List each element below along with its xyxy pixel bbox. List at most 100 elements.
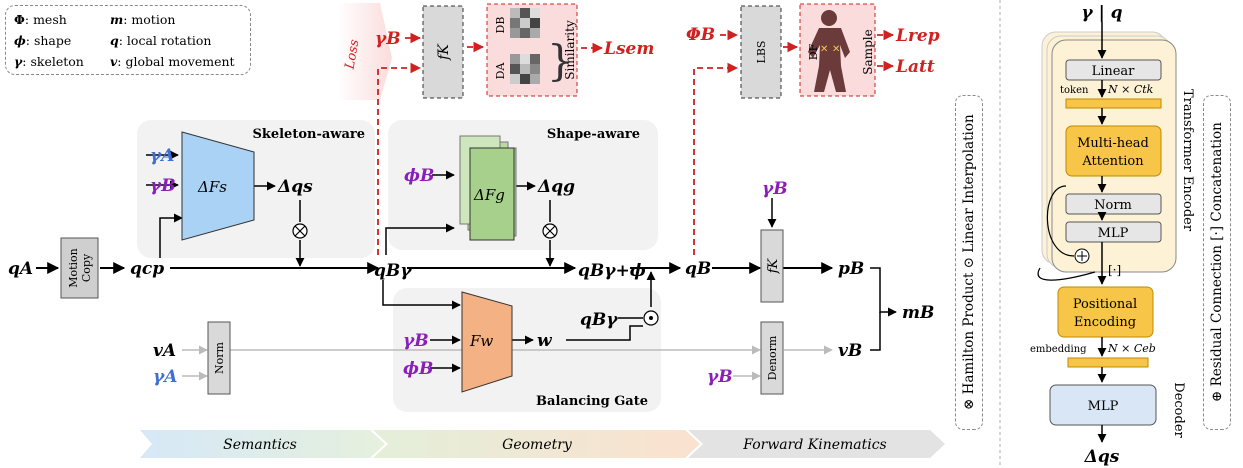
- denorm-label: Denorm: [766, 335, 779, 380]
- l-att-label: Latt: [895, 57, 935, 77]
- character-mesh-image: [808, 10, 850, 92]
- encoder-norm-block: [1065, 193, 1162, 215]
- sample-point-1: ✕: [820, 44, 828, 55]
- sample-point-2: ✕: [832, 44, 840, 55]
- stage-forward-kinematics: [688, 430, 945, 458]
- stage-geometry: [373, 430, 700, 458]
- motion-copy-block: [60, 237, 99, 299]
- q-cp-label: qcp: [130, 259, 164, 279]
- delta-q-g-label: Δqg: [537, 177, 575, 197]
- stage-semantics-label: Semantics: [223, 437, 297, 453]
- transformer-input-label: γ | q: [1081, 3, 1122, 23]
- balancing-gate-title: Balancing Gate: [536, 394, 648, 409]
- sample-label: Sample: [861, 29, 875, 74]
- legend-mesh: Φ: mesh: [14, 12, 67, 27]
- similarity-brace: }: [547, 36, 574, 85]
- decoder-mlp-label: MLP: [1088, 399, 1119, 414]
- legend-global-movement: v: global movement: [110, 54, 235, 69]
- stage-bar: Semantics Geometry Forward Kinematics: [140, 430, 945, 458]
- legend-motion: m: motion: [110, 12, 176, 27]
- positional-encoding-block: [1057, 286, 1154, 338]
- denorm-block: [760, 321, 784, 395]
- token-label: token: [1060, 85, 1089, 96]
- positional-label-1: Positional: [1073, 297, 1137, 312]
- w-label: w: [537, 331, 553, 351]
- similarity-matrices: [510, 8, 540, 84]
- motion-copy-label: MotionCopy: [67, 248, 93, 288]
- legend-skeleton: γ: skeleton: [14, 54, 84, 69]
- l-rep-label: Lrep: [895, 26, 940, 46]
- decoder-label: Decoder: [1171, 382, 1186, 438]
- gamma-b-loss-label: γB: [375, 29, 401, 49]
- balancing-gate-block: [461, 291, 513, 393]
- linear-label: Linear: [1092, 64, 1136, 79]
- decoder-mlp-block: [1049, 384, 1157, 426]
- gamma-b-gate-label: γB: [403, 331, 429, 351]
- gamma-b-fk-label: γB: [762, 179, 788, 199]
- token-dim-label: N × Ctk: [1107, 83, 1154, 96]
- lbs-block: [740, 5, 782, 99]
- delta-f-s-label: ΔFs: [197, 178, 227, 196]
- norm-block: [207, 321, 231, 395]
- q-b-gamma-label: qBγ: [374, 261, 412, 281]
- legend-shape: ϕ: shape: [14, 33, 72, 48]
- attention-label-2: Attention: [1081, 154, 1144, 169]
- gamma-a-label: γA: [150, 146, 174, 166]
- stage-fk-label: Forward Kinematics: [742, 437, 887, 453]
- d-b-label: DB: [494, 17, 507, 34]
- concat-label: [·]: [1108, 263, 1121, 277]
- encoder-label: Transformer Encoder: [1180, 89, 1195, 232]
- skeleton-aware-title: Skeleton-aware: [252, 127, 365, 142]
- Phi-b-label: ΦB: [686, 25, 715, 45]
- gamma-b-denorm-label: γB: [707, 367, 733, 387]
- q-b-gamma-gate-label: qBγ: [580, 310, 618, 330]
- loss-tag: [337, 3, 392, 100]
- delta-f-g-label: ΔFg: [473, 186, 505, 204]
- fk-label: fK: [766, 257, 781, 274]
- fk-block: [760, 229, 784, 303]
- token-tensor: [1065, 98, 1162, 109]
- q-b-label: qB: [685, 259, 711, 279]
- shape-delta-block: [469, 147, 515, 241]
- stage-semantics: [140, 430, 385, 458]
- stage-geometry-label: Geometry: [502, 437, 573, 453]
- encoder-mlp-block: [1065, 221, 1162, 243]
- gamma-a-norm-label: γA: [153, 367, 177, 387]
- l-sem-label: Lsem: [603, 39, 654, 59]
- attention-block: [1065, 125, 1162, 177]
- similarity-label: Similarity: [563, 20, 577, 80]
- legend-box: Φ: mesh m: motion ϕ: shape q: local rota…: [5, 5, 251, 75]
- m-b-label: mB: [902, 303, 934, 323]
- linear-block: [1065, 59, 1162, 81]
- q-b-gamma-phi-label: qBγ+ϕ: [578, 261, 646, 281]
- shape-aware-title: Shape-aware: [547, 127, 640, 142]
- embedding-dim-label: N × Ceb: [1107, 342, 1156, 355]
- lbs-label: LBS: [755, 41, 768, 64]
- f-w-label: Fw: [469, 332, 493, 350]
- skeleton-delta-block: [181, 131, 255, 241]
- df-label: DF: [807, 43, 820, 60]
- d-a-label: DA: [494, 62, 507, 80]
- norm-label: Norm: [213, 341, 226, 374]
- p-b-label: pB: [838, 259, 864, 279]
- positional-label-2: Encoding: [1074, 315, 1136, 330]
- fk-loss-label: fK: [436, 43, 452, 61]
- transformer-output-label: Δqs: [1084, 447, 1120, 467]
- residual-connection-arrow: [1046, 185, 1075, 257]
- delta-q-s-label: Δqs: [277, 177, 313, 197]
- encoder-mlp-label: MLP: [1098, 226, 1129, 241]
- phi-b-gate-label: ϕB: [403, 359, 433, 379]
- loss-tag-label: Loss: [342, 38, 362, 71]
- encoder-norm-label: Norm: [1094, 198, 1132, 213]
- transformer-panel: γ | q Linear token N × Ctk Multi-head At…: [999, 0, 1195, 468]
- v-b-label: vB: [838, 341, 862, 361]
- gamma-b-label: γB: [150, 176, 176, 196]
- phi-b-label: ϕB: [404, 166, 434, 186]
- embedding-tensor: [1067, 357, 1149, 368]
- fk-loss-block: [422, 5, 464, 99]
- legend-local-rotation: q: local rotation: [110, 33, 212, 48]
- embedding-label: embedding: [1030, 344, 1087, 355]
- q-a-label: qA: [8, 259, 33, 279]
- shape-aware-panel: [388, 120, 658, 250]
